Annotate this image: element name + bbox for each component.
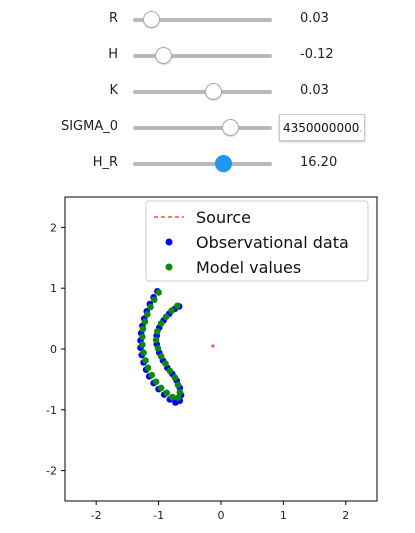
model-point xyxy=(139,333,146,341)
model-point xyxy=(162,360,169,367)
slider-track[interactable] xyxy=(133,126,272,130)
legend-model-swatch xyxy=(165,263,173,271)
model-point xyxy=(144,364,152,372)
legend: Source Observational data Model values xyxy=(145,200,369,282)
slider-handle[interactable] xyxy=(155,47,173,64)
model-point xyxy=(152,378,160,386)
y-tick-label: -2 xyxy=(46,465,57,478)
sigma-0-value-input[interactable] xyxy=(279,114,365,141)
model-point xyxy=(171,374,179,381)
x-tick-label: 0 xyxy=(218,509,225,522)
slider-handle[interactable] xyxy=(205,83,223,100)
slider-track[interactable] xyxy=(133,162,272,166)
x-tick-label: 1 xyxy=(280,509,287,522)
model-point xyxy=(154,345,162,352)
legend-label: Observational data xyxy=(196,233,349,252)
x-tick-label: 2 xyxy=(342,509,349,522)
y-tick-label: 0 xyxy=(50,343,57,356)
slider-track[interactable] xyxy=(133,90,272,94)
y-tick-label: -1 xyxy=(46,404,57,417)
slider-label: H xyxy=(108,47,118,62)
legend-label: Source xyxy=(196,208,251,227)
slider-track[interactable] xyxy=(133,18,272,22)
model-point xyxy=(148,371,156,379)
model-point xyxy=(174,381,182,389)
slider-value: 0.03 xyxy=(300,83,329,98)
model-point xyxy=(168,307,176,314)
model-point xyxy=(176,388,184,396)
x-tick-label: -1 xyxy=(153,509,164,522)
model-point xyxy=(141,318,149,325)
model-point xyxy=(162,313,170,321)
source-point xyxy=(211,344,215,348)
slider-label: H_R xyxy=(92,155,118,170)
model-point xyxy=(139,325,147,333)
model-point xyxy=(157,320,165,327)
slider-value: 0.03 xyxy=(300,11,329,26)
model-point xyxy=(157,352,165,360)
legend-label: Model values xyxy=(196,258,301,277)
slider-h-r: H_R 16.20 xyxy=(0,145,415,181)
legend-observational-swatch xyxy=(165,238,173,246)
scatter-plot: -2 -1 0 1 2 -2 -1 0 1 2 Source Observational data M… xyxy=(46,196,378,522)
x-tick-label: -2 xyxy=(91,509,102,522)
slider-r: R 0.03 xyxy=(0,1,415,37)
slider-h: H -0.12 xyxy=(0,37,415,73)
legend-box xyxy=(145,200,369,282)
model-point xyxy=(144,311,151,318)
slider-handle[interactable] xyxy=(142,11,160,28)
y-tick-label: 1 xyxy=(50,282,57,295)
slider-handle[interactable] xyxy=(214,155,232,172)
slider-label: K xyxy=(109,83,118,98)
model-point xyxy=(174,394,182,401)
model-point xyxy=(174,302,181,310)
model-point xyxy=(140,349,147,356)
slider-value: -0.12 xyxy=(300,47,334,62)
data-marks xyxy=(137,287,215,406)
model-point xyxy=(154,328,161,335)
model-point xyxy=(142,357,149,364)
slider-panel: R 0.03 H -0.12 K 0.03 SIGMA_0 H_R 16.20 xyxy=(0,0,415,180)
model-point xyxy=(150,296,158,304)
model-point xyxy=(157,384,165,392)
slider-label: R xyxy=(108,11,118,26)
model-point xyxy=(139,341,146,349)
axis-ticks: -2 -1 0 1 2 -2 -1 0 1 2 xyxy=(46,221,349,522)
slider-k: K 0.03 xyxy=(0,73,415,109)
slider-value: 16.20 xyxy=(300,155,338,170)
model-point xyxy=(155,289,162,296)
slider-label: SIGMA_0 xyxy=(60,119,118,134)
slider-handle[interactable] xyxy=(221,119,239,136)
slider-track[interactable] xyxy=(133,54,272,58)
model-point xyxy=(152,336,160,344)
model-point xyxy=(166,367,174,375)
model-point xyxy=(169,393,176,401)
model-point xyxy=(147,303,154,311)
model-point xyxy=(163,389,171,397)
y-tick-label: 2 xyxy=(50,221,57,234)
slider-sigma-0: SIGMA_0 xyxy=(0,109,415,145)
